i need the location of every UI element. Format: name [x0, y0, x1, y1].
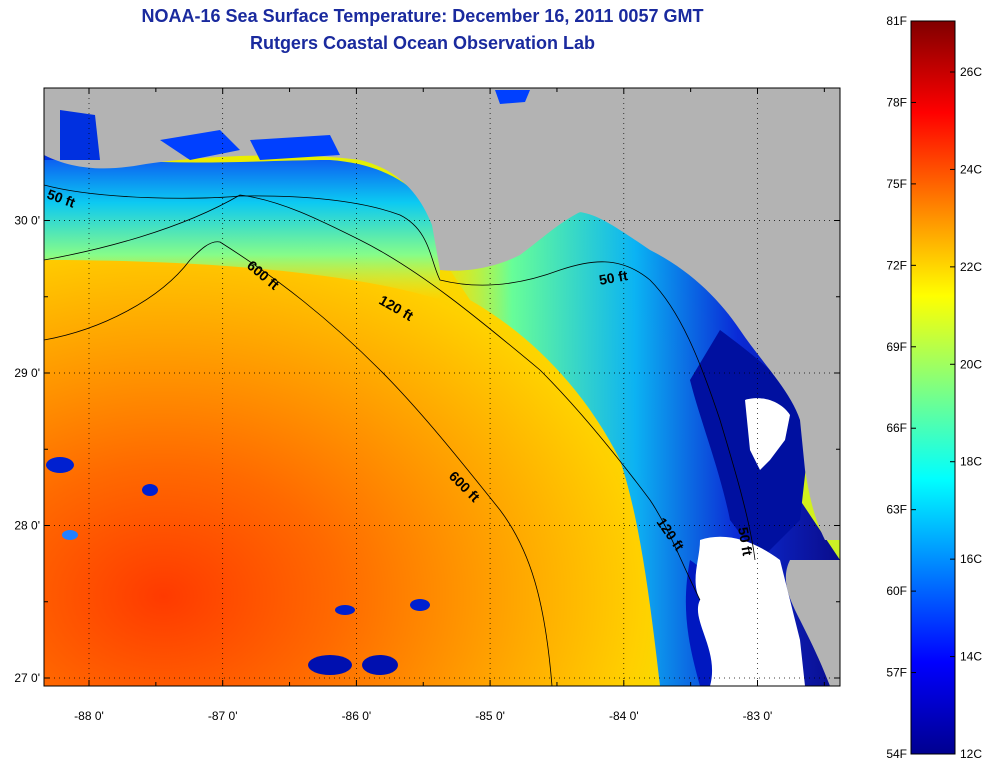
inland-lake: [495, 90, 530, 104]
lon-label: -86 0': [342, 709, 372, 723]
lat-label: 29 0': [14, 366, 40, 380]
lon-label: -84 0': [609, 709, 639, 723]
colorbar-fahrenheit-label: 81F: [886, 14, 907, 28]
land-mass: [44, 88, 840, 540]
colorbar-fahrenheit-label: 75F: [886, 177, 907, 191]
colorbar-fahrenheit-label: 54F: [886, 747, 907, 761]
colorbar-celsius-label: 12C: [960, 747, 982, 761]
pensacola-bay: [160, 130, 240, 160]
cold-spot-1: [308, 655, 352, 675]
colorbar-fahrenheit-label: 78F: [886, 95, 907, 109]
cold-spot-4: [410, 599, 430, 611]
latitude-labels: 30 0' 29 0' 28 0' 27 0': [14, 214, 40, 686]
cloud-patch-east: [745, 398, 790, 470]
cold-spot-2: [362, 655, 398, 675]
lon-label: -83 0': [743, 709, 773, 723]
cloud-patch-south: [695, 536, 805, 686]
mobile-bay: [60, 110, 100, 160]
lon-label: -88 0': [74, 709, 104, 723]
colorbar-fahrenheit-label: 69F: [886, 340, 907, 354]
cold-spot-7: [62, 530, 78, 540]
map-subtitle: Rutgers Coastal Ocean Observation Lab: [249, 33, 596, 53]
lon-label: -87 0': [208, 709, 238, 723]
colorbar-celsius-label: 16C: [960, 552, 982, 566]
lat-label: 27 0': [14, 671, 40, 685]
colorbar-celsius-label: 18C: [960, 455, 982, 469]
peninsula-land: [785, 560, 840, 686]
axis-ticks: [44, 88, 840, 686]
colorbar-fahrenheit-label: 60F: [886, 584, 907, 598]
colorbar-fahrenheit-label: 66F: [886, 421, 907, 435]
contour-50ft: [44, 184, 756, 561]
contour-600ft: [44, 241, 553, 686]
colorbar-celsius-label: 26C: [960, 65, 982, 79]
choctawhatchee-bay: [250, 135, 340, 160]
contour-label-50ft-south: 50 ft: [735, 526, 756, 557]
lon-label: -85 0': [475, 709, 505, 723]
colorbar-fahrenheit-label: 63F: [886, 503, 907, 517]
lat-label: 28 0': [14, 519, 40, 533]
colorbar-celsius-label: 14C: [960, 650, 982, 664]
colorbar-fahrenheit-label: 57F: [886, 666, 907, 680]
colorbar-celsius-label: 22C: [960, 260, 982, 274]
colorbar-fahrenheit-label: 72F: [886, 258, 907, 272]
lat-label: 30 0': [14, 214, 40, 228]
colorbar-gradient: [910, 20, 956, 755]
colorbar-celsius-label: 24C: [960, 162, 982, 176]
northern-cool-band: [44, 150, 440, 300]
map-title: NOAA-16 Sea Surface Temperature: Decembe…: [141, 6, 704, 26]
cold-spot-6: [142, 484, 158, 496]
contour-label-50ft-east: 50 ft: [598, 267, 629, 288]
cold-spot-3: [335, 605, 355, 615]
longitude-labels: -88 0' -87 0' -86 0' -85 0' -84 0' -83 0': [74, 709, 772, 723]
map-frame: [43, 87, 841, 687]
colorbar-celsius-label: 20C: [960, 357, 982, 371]
contour-120ft: [44, 194, 701, 601]
cold-spot-5: [46, 457, 74, 473]
